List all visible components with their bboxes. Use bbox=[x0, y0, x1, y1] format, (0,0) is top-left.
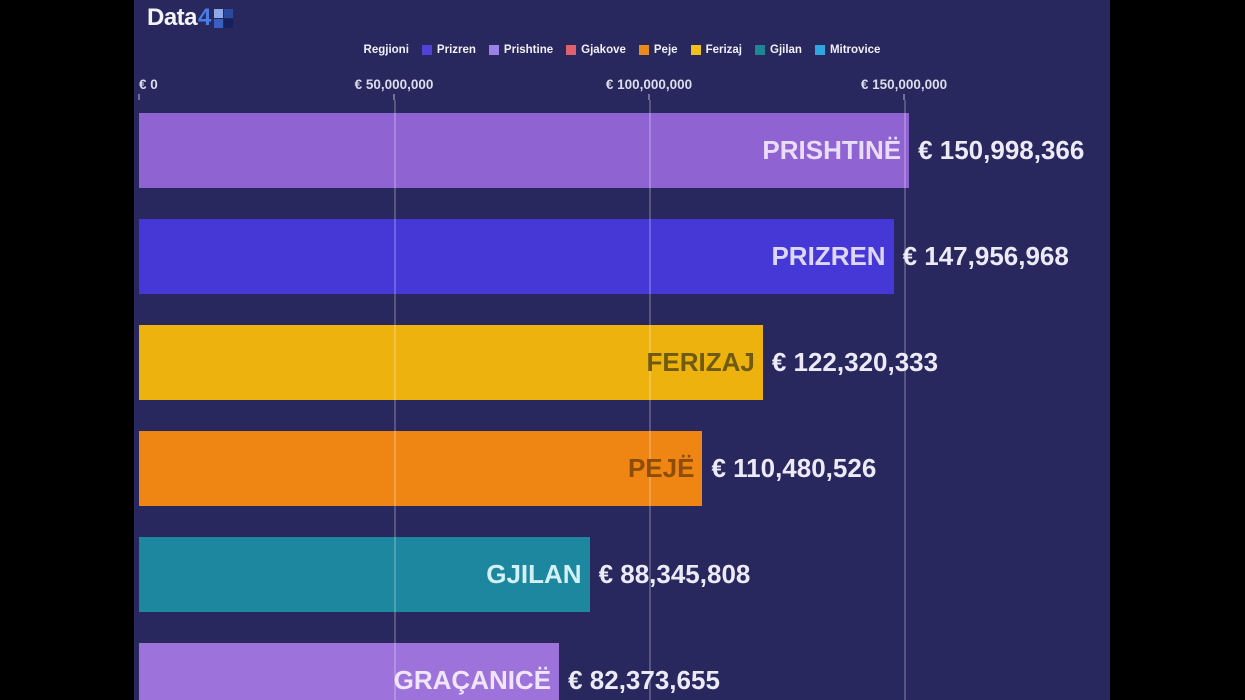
bar-name-label: GRAÇANICË bbox=[393, 665, 552, 695]
gridline bbox=[649, 100, 651, 700]
bar-name-label: GJILAN bbox=[486, 559, 582, 589]
bar-name-label: PEJË bbox=[627, 453, 695, 483]
chart-panel: Data 4 Regjioni Prizren Prishtine Gjakove P… bbox=[134, 0, 1110, 700]
bar-name-label: FERIZAJ bbox=[646, 347, 755, 377]
bar-value-label: € 150,998,366 bbox=[918, 135, 1085, 165]
legend-label: Peje bbox=[653, 44, 678, 56]
legend-item: Peje bbox=[638, 44, 678, 56]
bar-row: GRAÇANICË € 82,373,655 bbox=[134, 643, 1110, 700]
legend-label: Gjakove bbox=[581, 44, 626, 56]
x-axis: € 0 € 50,000,000 € 100,000,000 € 150,000,00… bbox=[134, 0, 1110, 100]
x-axis-tick-label: € 50,000,000 bbox=[354, 77, 434, 92]
legend-label: Gjilan bbox=[770, 44, 802, 56]
bar bbox=[139, 537, 590, 612]
legend-swatch-icon bbox=[488, 45, 499, 55]
legend-label: Ferizaj bbox=[705, 44, 742, 56]
legend-label: Mitrovice bbox=[829, 44, 881, 56]
x-axis-tick bbox=[393, 94, 395, 100]
data4-logo: Data 4 bbox=[147, 4, 233, 32]
bar bbox=[139, 113, 910, 188]
x-axis-tick-label: € 0 bbox=[139, 77, 158, 92]
x-axis-tick-label: € 150,000,000 bbox=[860, 77, 948, 92]
legend-label: Prishtine bbox=[503, 44, 554, 56]
legend-swatch-icon bbox=[421, 45, 432, 55]
legend-title: Regjioni bbox=[363, 44, 409, 56]
legend-swatch-icon bbox=[638, 45, 649, 55]
legend-swatch-icon bbox=[566, 45, 577, 55]
bar-row: GJILAN € 88,345,808 bbox=[134, 537, 1110, 612]
legend-item: Gjakove bbox=[566, 44, 626, 56]
legend-item: Prizren bbox=[421, 44, 476, 56]
bar-row: PRIZREN € 147,956,968 bbox=[134, 219, 1110, 294]
legend-swatch-icon bbox=[814, 45, 825, 55]
x-axis-tick bbox=[138, 94, 140, 100]
legend-item: Gjilan bbox=[755, 44, 802, 56]
bar-name-label: PRIZREN bbox=[771, 241, 886, 271]
bar-value-label: € 122,320,333 bbox=[771, 347, 939, 377]
legend: Regjioni Prizren Prishtine Gjakove Peje Feri… bbox=[134, 44, 1110, 56]
legend-item: Prishtine bbox=[488, 44, 554, 56]
legend-swatch-icon bbox=[690, 45, 701, 55]
bar-value-label: € 110,480,526 bbox=[711, 453, 877, 483]
bar-row: PRISHTINË € 150,998,366 bbox=[134, 113, 1110, 188]
gridline bbox=[904, 100, 906, 700]
logo-accent: 4 bbox=[198, 4, 211, 31]
bar-row: FERIZAJ € 122,320,333 bbox=[134, 325, 1110, 400]
bar-value-label: € 82,373,655 bbox=[568, 665, 720, 695]
legend-swatch-icon bbox=[755, 45, 765, 55]
bar-row: PEJË € 110,480,526 bbox=[134, 431, 1110, 506]
bar bbox=[139, 325, 763, 400]
data4-logo-mark-icon bbox=[213, 8, 233, 28]
logo-text: Data bbox=[147, 4, 198, 31]
bar bbox=[139, 643, 560, 700]
plot-area: PRISHTINË € 150,998,366 PRIZREN € 147,956,9… bbox=[134, 100, 1110, 700]
bar-value-label: € 147,956,968 bbox=[902, 241, 1069, 271]
x-axis-tick-label: € 100,000,000 bbox=[605, 77, 693, 92]
legend-item: Ferizaj bbox=[690, 44, 742, 56]
bar bbox=[139, 431, 703, 506]
x-axis-tick bbox=[903, 94, 905, 100]
legend-label: Prizren bbox=[436, 44, 476, 56]
bar-name-label: PRISHTINË bbox=[762, 135, 902, 165]
gridline bbox=[394, 100, 396, 700]
legend-item: Mitrovice bbox=[814, 44, 881, 56]
x-axis-tick bbox=[648, 94, 650, 100]
bar bbox=[139, 219, 894, 294]
bar-value-label: € 88,345,808 bbox=[598, 559, 751, 589]
